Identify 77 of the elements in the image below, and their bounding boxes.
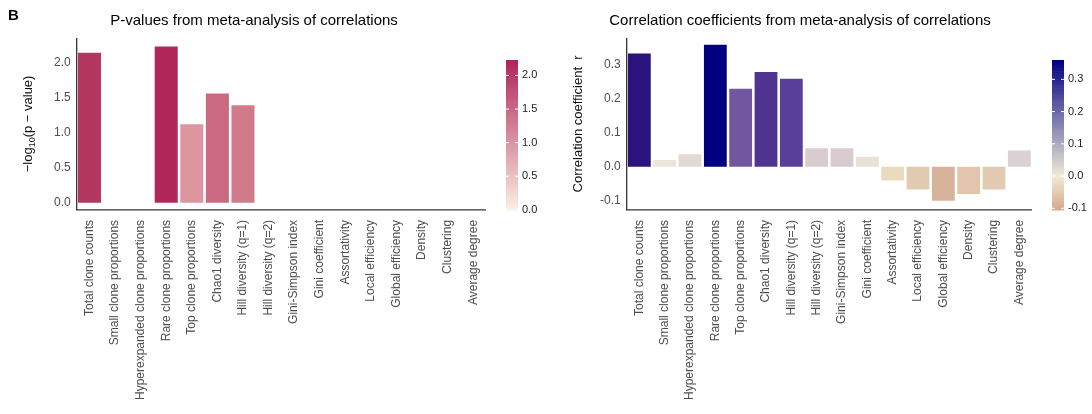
- x-tick-label: Gini coefficient: [312, 219, 327, 299]
- x-tick-label: Rare clone proportions: [158, 219, 173, 342]
- x-tick-label: Chao1 diversity: [758, 219, 773, 303]
- color-bar-label: -0.1: [1068, 201, 1087, 214]
- x-tick-label: Global efficiency: [388, 219, 403, 308]
- bar: [154, 46, 178, 203]
- x-tick-label: Hyperexpanded clone proportions: [682, 219, 697, 401]
- bar: [703, 44, 727, 167]
- bar: [931, 166, 955, 201]
- bar: [1007, 150, 1031, 167]
- bar: [678, 154, 702, 167]
- x-tick-label: Average degree: [465, 219, 480, 306]
- x-tick-label: Clustering: [439, 219, 454, 274]
- color-bar-label: 0.1: [1068, 136, 1084, 149]
- x-tick-label: Top clone proportions: [184, 219, 199, 335]
- y-tick-label: 0.1: [603, 125, 621, 140]
- color-bar-label: 0.0: [1068, 169, 1084, 182]
- color-bar-label: 0.2: [1068, 104, 1084, 117]
- x-tick-label: Hill diversity (q=1): [235, 219, 250, 316]
- y-tick-label: 1.5: [53, 89, 71, 104]
- x-tick-label: Hyperexpanded clone proportions: [132, 219, 147, 401]
- y-axis-title: Correlation coefficient r: [570, 54, 586, 193]
- color-bar-label: 1.5: [522, 102, 538, 115]
- x-tick-label: Clustering: [986, 219, 1001, 274]
- x-tick-label: Global efficiency: [935, 219, 950, 308]
- y-tick-label: 0.3: [603, 57, 621, 72]
- y-tick-label: 2.0: [53, 54, 71, 69]
- y-tick-label: 0.2: [603, 91, 621, 106]
- color-bar-label: 0.0: [522, 202, 538, 215]
- x-tick-label: Density: [960, 219, 975, 260]
- y-tick-label: -0.1: [599, 193, 621, 208]
- bar: [754, 71, 778, 167]
- bar: [881, 166, 905, 181]
- y-tick-label: 0.5: [53, 160, 71, 175]
- x-tick-label: Total clone counts: [81, 219, 96, 316]
- color-bar-label: 0.3: [1068, 72, 1084, 85]
- x-tick-label: Assortativity: [884, 219, 899, 285]
- chart-title: P-values from meta-analysis of correlations: [110, 11, 398, 29]
- bar: [957, 166, 981, 194]
- bar: [855, 156, 879, 167]
- bar: [906, 166, 930, 190]
- bar: [231, 105, 255, 203]
- x-tick-label: Hill diversity (q=2): [808, 219, 823, 316]
- y-tick-label: 0.0: [603, 159, 621, 174]
- y-tick-label: 0.0: [53, 195, 71, 210]
- bar: [830, 148, 854, 167]
- x-tick-label: Small clone proportions: [107, 219, 122, 346]
- x-tick-label: Top clone proportions: [732, 219, 747, 335]
- x-tick-label: Chao1 diversity: [209, 219, 224, 303]
- x-tick-label: Rare clone proportions: [707, 219, 722, 342]
- bar: [779, 78, 803, 167]
- bar: [627, 53, 651, 167]
- x-tick-label: Total clone counts: [631, 219, 646, 316]
- x-tick-label: Gini-Simpson index: [286, 219, 301, 324]
- text: B: [8, 5, 19, 23]
- bar: [77, 52, 101, 203]
- color-bar-label: 2.0: [522, 68, 538, 81]
- x-tick-label: Small clone proportions: [656, 219, 671, 346]
- bar: [729, 88, 753, 167]
- x-tick-label: Gini coefficient: [859, 219, 874, 299]
- x-tick-label: Hill diversity (q=1): [783, 219, 798, 316]
- y-tick-label: 1.0: [53, 125, 71, 140]
- x-tick-label: Hill diversity (q=2): [260, 219, 275, 316]
- x-tick-label: Local efficiency: [363, 219, 378, 302]
- x-tick-label: Average degree: [1011, 219, 1026, 306]
- bar: [982, 166, 1006, 190]
- bar: [180, 124, 204, 203]
- color-bar-label: 1.0: [522, 135, 538, 148]
- x-tick-label: Density: [414, 219, 429, 260]
- chart-title: Correlation coefficients from meta-analysis of correlations: [609, 11, 991, 29]
- bar: [653, 160, 677, 167]
- x-tick-label: Gini-Simpson index: [834, 219, 849, 324]
- color-bar-label: 0.5: [522, 169, 538, 182]
- bar: [205, 93, 229, 203]
- x-tick-label: Local efficiency: [910, 219, 925, 302]
- x-tick-label: Assortativity: [337, 219, 352, 285]
- bar: [805, 148, 829, 167]
